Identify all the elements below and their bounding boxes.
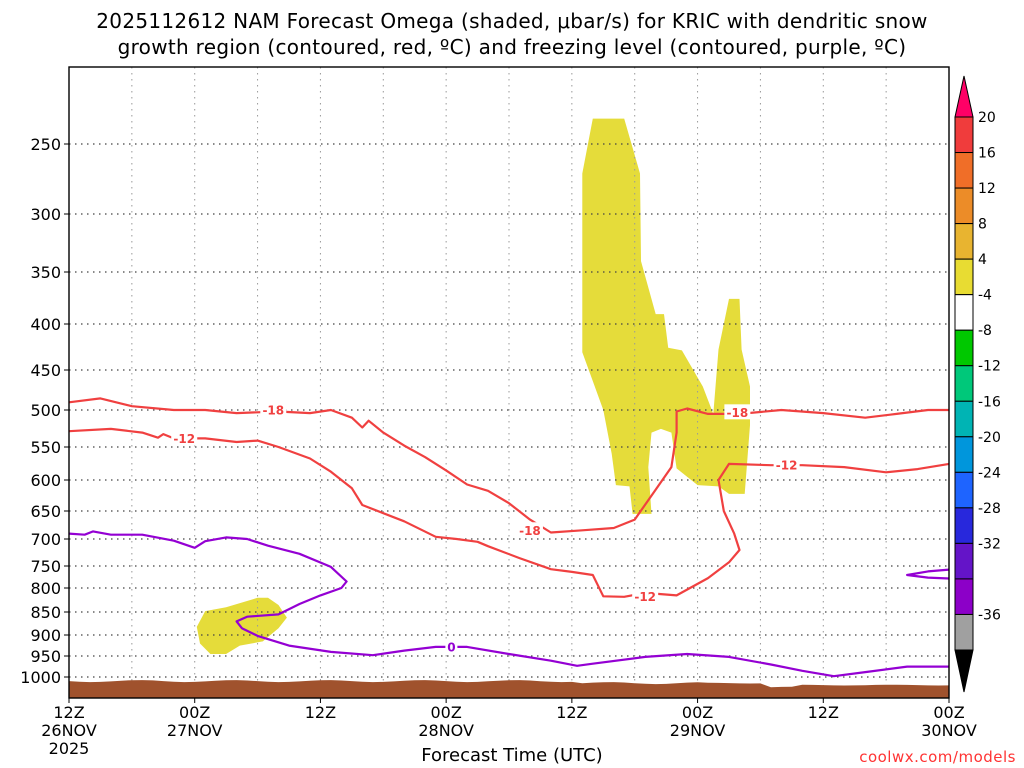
colorbar-box-10 — [954, 471, 974, 509]
colorbar-label-9: -20 — [978, 430, 1001, 446]
y-tick-label-600: 600 — [30, 471, 61, 490]
x-tick-label-0-1: 26NOV — [41, 721, 97, 740]
contour-label-bg — [516, 522, 543, 538]
x-tick-label-4-0: 12Z — [556, 703, 587, 722]
x-tick-label-7-0: 00Z — [933, 703, 964, 722]
y-tick-label-300: 300 — [30, 205, 61, 224]
y-tick-label-850: 850 — [30, 603, 61, 622]
y-tick-label-950: 950 — [30, 647, 61, 666]
contour-label-m18-2: -18 — [727, 406, 749, 420]
colorbar-label-2: 12 — [978, 181, 996, 197]
colorbar-label-4: 4 — [978, 252, 987, 268]
y-tick-label-450: 450 — [30, 361, 61, 380]
axes-layer: 250 300 350 400 450 500 550 600 650 700 750 800 850 9… — [20, 66, 977, 758]
colorbar-label-0: 20 — [978, 110, 996, 126]
y-tick-label-900: 900 — [30, 626, 61, 645]
y-tick-label-800: 800 — [30, 579, 61, 598]
colorbar-box-3 — [954, 223, 974, 260]
colorbar-bottom-arrow — [954, 649, 974, 693]
omega-4-8-upper-shade — [582, 118, 750, 514]
colorbar-label-6: -8 — [978, 323, 992, 339]
x-tick-label-6-0: 12Z — [808, 703, 839, 722]
contour-label-bg — [724, 404, 751, 420]
y-tick-label-550: 550 — [30, 438, 61, 457]
colorbar-box-11 — [954, 507, 974, 544]
terrain-layer — [69, 680, 949, 698]
contour-0-right — [906, 568, 950, 580]
x-tick-label-1-1: 27NOV — [167, 721, 223, 740]
contour-label-bg — [171, 430, 198, 446]
colorbar-box-6 — [954, 329, 974, 367]
colorbar-label-11: -28 — [978, 501, 1001, 517]
y-tick-label-500: 500 — [30, 401, 61, 420]
colorbar-box-9 — [954, 436, 974, 473]
y-tick-label-750: 750 — [30, 557, 61, 576]
shading-layer — [196, 118, 750, 654]
y-tick-label-350: 350 — [30, 263, 61, 282]
site-credit[interactable]: coolwx.com/models — [859, 748, 1016, 766]
chart-title: 2025112612 NAM Forecast Omega (shaded, μ… — [0, 8, 1024, 60]
contour-label-bg — [773, 457, 800, 473]
grid-layer — [69, 67, 949, 698]
colorbar-box-7 — [954, 365, 974, 402]
colorbar-box-13 — [954, 578, 974, 615]
colorbar-label-7: -12 — [978, 359, 1001, 375]
contour-label-bg — [260, 402, 287, 417]
colorbar-box-14 — [954, 613, 974, 651]
y-tick-label-650: 650 — [30, 502, 61, 521]
x-axis-label: Forecast Time (UTC) — [421, 745, 603, 766]
x-tick-label-7-1: 30NOV — [921, 721, 977, 740]
x-tick-label-1-0: 00Z — [179, 703, 210, 722]
colorbar-box-2 — [954, 187, 974, 225]
contour-layer: 0 -18 -18 -18 -12 -12 -12 — [68, 397, 950, 678]
colorbar-box-1 — [954, 152, 974, 189]
colorbar-label-3: 8 — [978, 217, 987, 233]
x-tick-label-5-1: 29NOV — [670, 721, 726, 740]
x-tick-label-3-0: 00Z — [430, 703, 461, 722]
plot-frame — [68, 66, 950, 699]
colorbar-label-13: -36 — [978, 607, 1001, 623]
colorbar-label-1: 16 — [978, 146, 996, 162]
contour-label-bg — [632, 588, 659, 604]
colorbar-box-8 — [954, 400, 974, 438]
contour-label-bg — [445, 638, 458, 654]
colorbar-label-10: -24 — [978, 465, 1001, 481]
contour-label-m12-1: -12 — [634, 590, 656, 604]
contour-label-m12-0: -12 — [173, 432, 195, 446]
colorbar-label-8: -16 — [978, 394, 1001, 410]
x-tick-label-0-2: 2025 — [49, 739, 90, 758]
omega-4-8-lower-shade — [196, 597, 287, 654]
colorbar-box-4 — [954, 258, 974, 296]
contour-0 — [68, 530, 949, 678]
x-tick-label-0-0: 12Z — [53, 703, 84, 722]
y-tick-label-250: 250 — [30, 135, 61, 154]
colorbar-box-12 — [954, 542, 974, 580]
colorbar-label-12: -32 — [978, 536, 1001, 552]
y-tick-label-400: 400 — [30, 315, 61, 334]
colorbar-box-0 — [954, 116, 974, 154]
colorbar-label-5: -4 — [978, 288, 992, 304]
contour-label-m18-1: -18 — [519, 524, 541, 538]
y-tick-label-700: 700 — [30, 530, 61, 549]
title-line-1: 2025112612 NAM Forecast Omega (shaded, μ… — [96, 9, 928, 33]
title-line-2: growth region (contoured, red, ºC) and f… — [117, 35, 907, 59]
colorbar-box-5 — [954, 294, 974, 331]
x-tick-label-2-0: 12Z — [305, 703, 336, 722]
terrain-fill — [69, 680, 949, 698]
contour-label-zero-0: 0 — [447, 640, 455, 654]
x-tick-label-5-0: 00Z — [682, 703, 713, 722]
contour-label-m12-2: -12 — [776, 459, 798, 473]
x-tick-label-3-1: 28NOV — [418, 721, 474, 740]
contour--12 — [68, 427, 950, 598]
contour-label-m18-0: -18 — [262, 404, 284, 418]
colorbar: 20 16 12 8 4 -4 -8 -12 -16 -20 -24 -28 -32 -36 — [954, 75, 1001, 693]
colorbar-top-arrow — [954, 75, 974, 118]
y-tick-label-1000: 1000 — [20, 668, 61, 687]
